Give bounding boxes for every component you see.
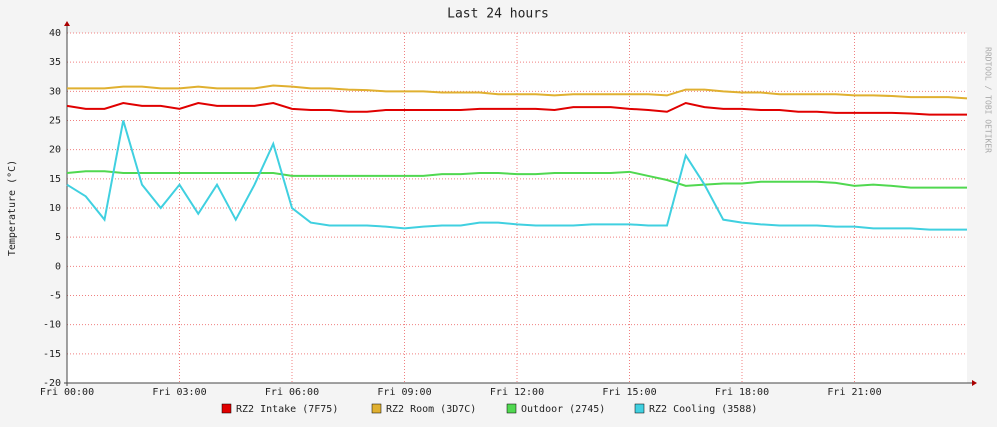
y-tick-label: 30 <box>49 86 61 97</box>
series-line <box>66 101 967 116</box>
y-tick-label: 20 <box>49 145 61 156</box>
y-tick-label: 15 <box>49 174 61 185</box>
chart-title: Last 24 hours <box>447 7 549 22</box>
x-tick-label: Fri 09:00 <box>377 387 431 398</box>
x-tick-label: Fri 12:00 <box>490 387 544 398</box>
legend-swatch <box>634 403 645 414</box>
legend-swatch <box>221 403 232 414</box>
y-tick-label: -20 <box>43 378 61 389</box>
y-tick-label: 35 <box>49 57 61 68</box>
y-axis-label: Temperature (°C) <box>7 160 18 256</box>
y-tick-label: -10 <box>43 320 61 331</box>
y-tick-label: 0 <box>55 261 61 272</box>
x-tick-label: Fri 15:00 <box>602 387 656 398</box>
x-tick-label: Fri 21:00 <box>827 387 881 398</box>
legend-label: RZ2 Cooling (3588) <box>649 404 757 415</box>
x-tick-label: Fri 18:00 <box>715 387 769 398</box>
x-axis-arrow <box>972 380 977 386</box>
series-line <box>66 120 967 231</box>
y-axis-arrow <box>64 21 70 26</box>
x-tick-label: Fri 03:00 <box>152 387 206 398</box>
y-tick-label: -5 <box>49 291 61 302</box>
series-line <box>67 84 968 100</box>
legend-swatch <box>371 403 382 414</box>
y-tick-label: 10 <box>49 203 61 214</box>
legend-label: Outdoor (2745) <box>521 404 605 415</box>
y-tick-label: 5 <box>55 232 61 243</box>
y-tick-label: -15 <box>43 349 61 360</box>
x-tick-label: Fri 00:00 <box>40 387 94 398</box>
y-tick-label: 25 <box>49 116 61 127</box>
x-tick-label: Fri 06:00 <box>265 387 319 398</box>
legend-swatch <box>506 403 517 414</box>
legend-label: RZ2 Intake (7F75) <box>236 404 338 415</box>
y-tick-label: 40 <box>49 28 61 39</box>
legend-label: RZ2 Room (3D7C) <box>386 404 476 415</box>
series-line <box>66 170 967 189</box>
watermark: RRDTOOL / TOBI OETIKER <box>984 47 993 153</box>
